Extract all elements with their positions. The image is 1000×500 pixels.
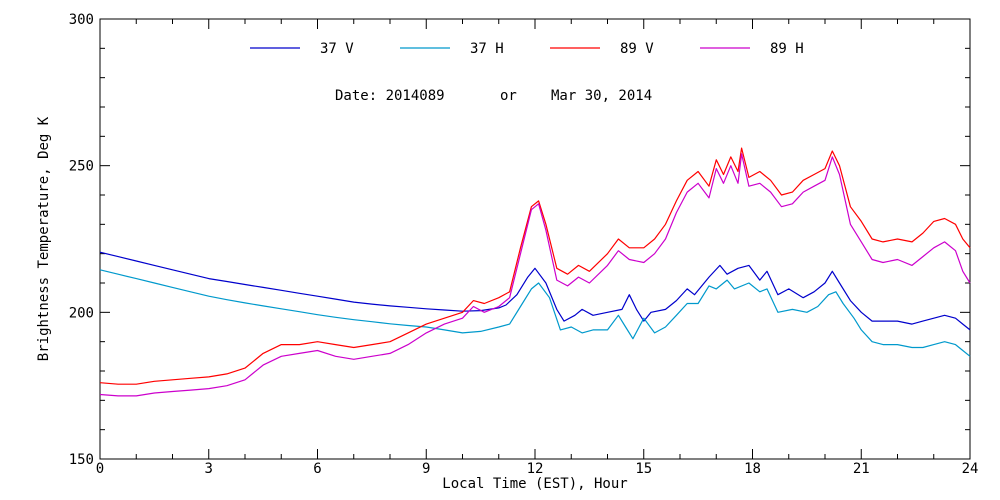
axis-tick-labels: 0 3 6 9 12 15 18 21 24 150 200 250 300 <box>69 12 979 477</box>
legend-label: 89 V <box>620 41 654 57</box>
y-tick-label: 200 <box>69 305 94 321</box>
x-tick-label: 0 <box>96 461 104 477</box>
or-label: or <box>500 88 517 104</box>
series-lines <box>99 147 971 397</box>
series-line-89-v <box>99 147 971 385</box>
y-axis-label: Brightness Temperature, Deg K <box>36 116 52 361</box>
x-tick-label: 21 <box>853 461 870 477</box>
x-tick-label: 12 <box>527 461 544 477</box>
x-tick-label: 18 <box>744 461 761 477</box>
plot-frame <box>99 18 971 460</box>
x-tick-label: 24 <box>962 461 979 477</box>
axis-ticks <box>99 18 971 460</box>
series-line-37-v <box>99 251 971 331</box>
x-tick-label: 3 <box>205 461 213 477</box>
legend-label: 37 V <box>320 41 354 57</box>
series-line-89-h <box>99 153 971 397</box>
x-tick-label: 9 <box>422 461 430 477</box>
legend-label: 89 H <box>770 41 804 57</box>
series-line-37-h <box>99 269 971 357</box>
x-tick-label: 15 <box>635 461 652 477</box>
date-text: Mar 30, 2014 <box>551 88 652 104</box>
x-axis-label: Local Time (EST), Hour <box>442 476 627 492</box>
x-tick-label: 6 <box>313 461 321 477</box>
y-tick-label: 300 <box>69 12 94 28</box>
y-tick-label: 250 <box>69 159 94 175</box>
legend-label: 37 H <box>470 41 504 57</box>
y-tick-label: 150 <box>69 452 94 468</box>
date-label: Date: 2014089 <box>335 88 445 104</box>
legend: 37 V 37 H 89 V 89 H <box>250 41 804 57</box>
